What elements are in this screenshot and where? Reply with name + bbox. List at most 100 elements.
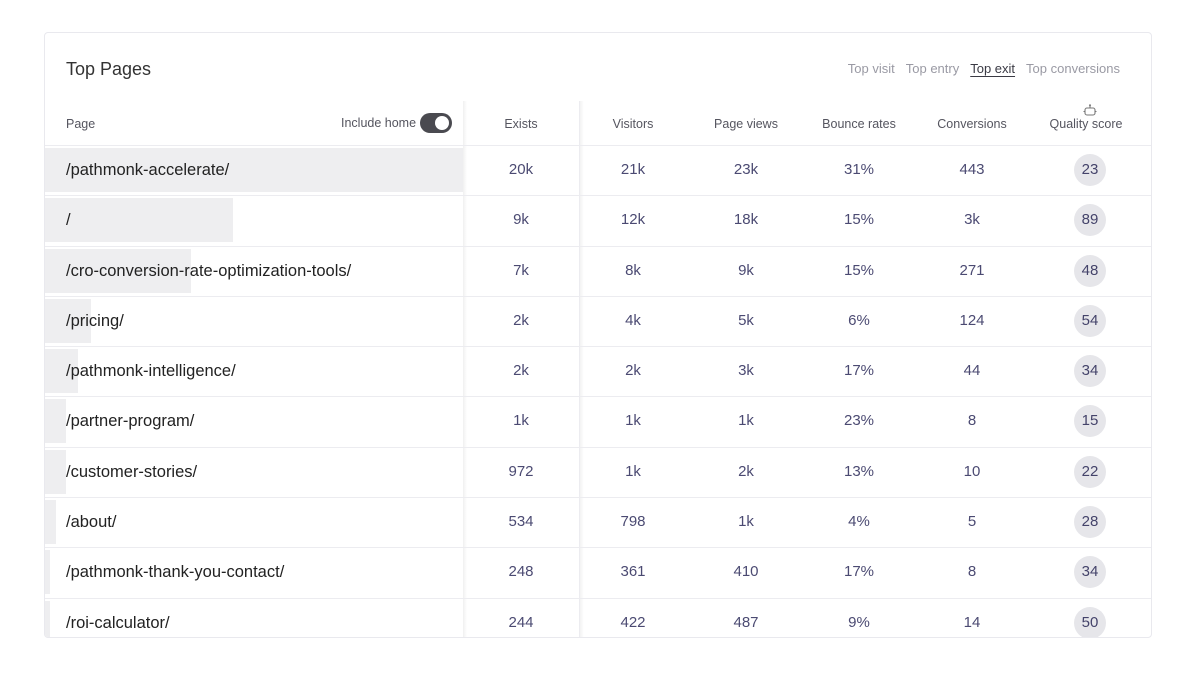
page-views-cell: 2k [738,462,754,480]
page-views-cell: 5k [738,311,754,329]
table-row[interactable]: /roi-calculator/244 422 487 9% 14 50 [45,597,1151,637]
page-views-cell: 1k [738,513,754,531]
quality-score-badge: 89 [1074,204,1106,237]
exits-cell: 7k [513,261,529,279]
conversions-cell: 271 [959,261,985,279]
exits-cell: 20k [508,161,534,178]
table-row[interactable]: /about/534 798 1k 4% 5 28 [45,497,1151,547]
page-views-cell: 18k [733,211,759,229]
visitors-cell: 2k [625,362,641,380]
quality-score-badge: 50 [1074,606,1106,637]
bounce-rate-cell: 31% [843,161,875,178]
exits-cell: 244 [508,613,534,631]
table-row[interactable]: / 9k 12k 18k 15% 3k 89 [45,195,1151,245]
conversions-cell: 8 [967,563,977,581]
header-quality-score[interactable]: Quality score [1049,117,1123,131]
page-path-link[interactable]: /about/ [66,513,117,532]
bounce-rate-cell: 15% [843,211,875,229]
bounce-rate-cell: 15% [843,261,875,279]
exits-cell: 2k [513,311,529,329]
exit-share-bar [45,198,233,243]
page-views-cell: 9k [738,261,754,279]
toggle-knob [435,116,450,130]
page-views-cell: 487 [733,613,759,631]
header-conversions[interactable]: Conversions [937,117,1007,131]
table-row[interactable]: /customer-stories/972 1k 2k 13% 10 22 [45,446,1151,497]
exit-share-bar [45,298,91,343]
bounce-rate-cell: 17% [843,563,875,581]
exits-column-divider [580,101,584,637]
quality-score-badge: 28 [1074,506,1106,539]
page-views-cell: 3k [738,362,754,380]
exit-share-bar [45,600,50,637]
include-home-control: Include home [341,113,453,133]
exits-column-band [463,101,580,637]
include-home-label: Include home [341,116,417,130]
robot-icon [1083,104,1097,116]
bounce-rate-cell: 23% [843,412,875,430]
quality-score-badge: 23 [1074,154,1106,186]
header-page-views[interactable]: Page views [714,117,778,131]
pages-table-body: /pathmonk-accelerate/20k 21k 23k 31% 443 23 / 9… [45,145,1151,637]
visitors-cell: 422 [620,613,646,631]
conversions-cell: 3k [964,211,980,229]
page-column-divider [463,101,467,637]
exit-share-bar [45,349,78,394]
exit-share-bar [45,148,463,192]
table-row[interactable]: /partner-program/1k 1k 1k 23% 8 15 [45,396,1151,446]
exit-share-bar [45,399,66,444]
conversions-cell: 8 [967,412,977,430]
visitors-cell: 1k [625,412,641,430]
conversions-cell: 5 [967,513,977,531]
header-visitors[interactable]: Visitors [612,117,654,131]
page-path-link[interactable]: /partner-program/ [66,412,195,431]
page-path-link[interactable]: /customer-stories/ [66,462,198,481]
card-title: Top Pages [66,59,152,79]
page-views-cell: 410 [733,563,759,581]
include-home-toggle[interactable] [420,113,453,133]
table-row[interactable]: /pricing/2k 4k 5k 6% 124 54 [45,295,1151,346]
quality-score-badge: 48 [1074,254,1106,287]
tab-top-exit[interactable]: Top exit [970,61,1016,76]
tab-top-visit[interactable]: Top visit [847,61,895,76]
page-path-link[interactable]: /pricing/ [66,311,124,330]
page-views-cell: 23k [733,161,759,178]
table-row[interactable]: /pathmonk-accelerate/20k 21k 23k 31% 443 23 [45,145,1151,195]
page-path-link[interactable]: / [66,211,71,230]
exit-share-bar [45,248,191,293]
conversions-cell: 124 [959,311,985,329]
conversions-cell: 44 [963,362,981,380]
bounce-rate-cell: 4% [848,513,870,531]
bounce-rate-cell: 17% [843,362,875,380]
quality-score-badge: 34 [1074,556,1106,589]
view-tabs: Top visit Top entry Top exit Top convers… [848,61,1120,76]
page-path-link[interactable]: /pathmonk-accelerate/ [66,161,230,179]
quality-score-badge: 22 [1074,455,1106,488]
exits-cell: 248 [508,563,534,581]
quality-score-badge: 15 [1074,405,1106,438]
page-path-link[interactable]: /pathmonk-thank-you-contact/ [66,563,285,582]
conversions-cell: 14 [963,613,981,631]
exits-cell: 972 [508,462,534,480]
table-row[interactable]: /pathmonk-intelligence/2k 2k 3k 17% 44 34 [45,346,1151,396]
visitors-cell: 798 [620,513,646,531]
header-exits[interactable]: Exists [504,117,538,131]
top-pages-card: Top Pages Top visit Top entry Top exit T… [44,32,1152,638]
exits-cell: 1k [513,412,529,430]
visitors-cell: 4k [625,311,641,329]
bounce-rate-cell: 9% [848,613,870,631]
quality-score-badge: 34 [1074,355,1106,388]
page-path-link[interactable]: /roi-calculator/ [66,613,170,632]
page-path-link[interactable]: /pathmonk-intelligence/ [66,362,236,381]
tab-top-entry[interactable]: Top entry [905,61,960,76]
table-row[interactable]: /cro-conversion-rate-optimization-tools/… [45,245,1151,296]
exit-share-bar [45,449,66,494]
header-bounce-rates[interactable]: Bounce rates [822,117,896,131]
page-path-link[interactable]: /cro-conversion-rate-optimization-tools/ [66,261,352,280]
exits-cell: 9k [513,211,529,229]
conversions-cell: 10 [963,462,981,480]
table-row[interactable]: /pathmonk-thank-you-contact/248 361 410 17%… [45,547,1151,597]
exit-share-bar [45,500,56,545]
header-page[interactable]: Page [66,117,96,131]
tab-top-conversions[interactable]: Top conversions [1026,61,1120,76]
